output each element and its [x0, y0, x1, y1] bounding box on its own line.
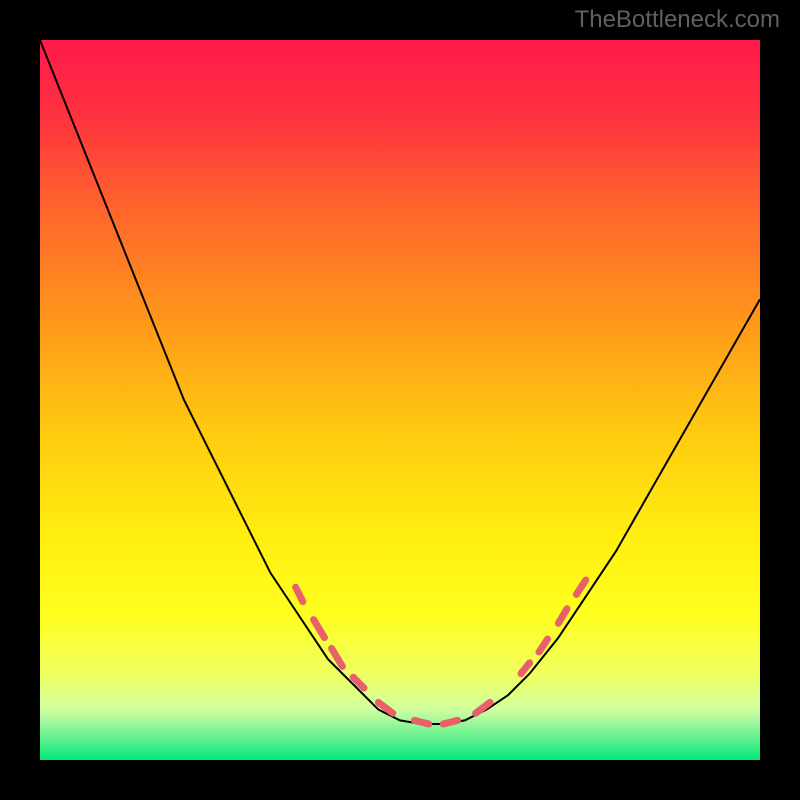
watermark-text: TheBottleneck.com [575, 6, 780, 34]
chart-container: TheBottleneck.com [0, 0, 800, 800]
plot-area [40, 40, 760, 760]
bottleneck-curve [40, 40, 760, 724]
curve-layer [40, 40, 760, 760]
highlight-dashes [296, 580, 586, 724]
